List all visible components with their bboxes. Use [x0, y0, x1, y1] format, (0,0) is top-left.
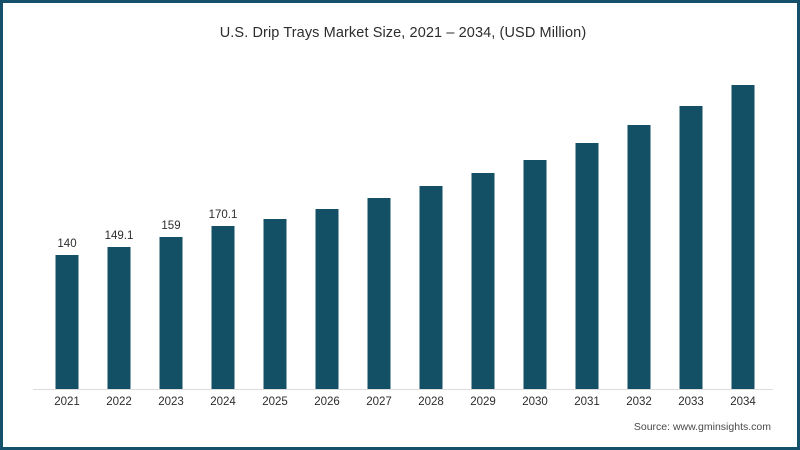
bar-2031[interactable]: [575, 142, 599, 390]
bar-2026[interactable]: [315, 209, 339, 390]
bar-2028[interactable]: [419, 186, 443, 390]
x-axis-label-2029: 2029: [470, 396, 496, 408]
x-axis-label-2030: 2030: [522, 396, 548, 408]
x-axis-label-2022: 2022: [106, 396, 132, 408]
bar-value-label-2023: 159: [161, 220, 181, 233]
x-axis-label-2025: 2025: [262, 396, 288, 408]
bar-slot: [561, 63, 613, 390]
bar-2021[interactable]: [55, 255, 79, 390]
bar-2033[interactable]: [679, 106, 703, 390]
x-axis-labels: 2021 2022 2023 2024 2025 2026 2027 2028 2029 2030…: [33, 396, 773, 416]
source-attribution: Source: www.gminsights.com: [633, 421, 771, 433]
x-axis-label-2031: 2031: [574, 396, 600, 408]
bar-2027[interactable]: [367, 197, 391, 390]
bar-slot: [353, 63, 405, 390]
x-axis-label-2026: 2026: [314, 396, 340, 408]
bar-2034[interactable]: [731, 85, 755, 390]
bar-slot: [509, 63, 561, 390]
bar-slot: [405, 63, 457, 390]
bar-2029[interactable]: [471, 172, 495, 390]
x-axis-label-2027: 2027: [366, 396, 392, 408]
bar-value-label-2021: 140: [57, 238, 77, 251]
bar-slot: 149.1: [93, 63, 145, 390]
bar-slot: [457, 63, 509, 390]
bar-2025[interactable]: [263, 218, 287, 390]
chart-title: U.S. Drip Trays Market Size, 2021 – 2034…: [219, 25, 587, 41]
x-axis-label-2023: 2023: [158, 396, 184, 408]
bar-slot: [665, 63, 717, 390]
bar-slot: 159: [145, 63, 197, 390]
bar-2023[interactable]: [159, 237, 183, 390]
bar-slot: [301, 63, 353, 390]
bar-slot: [249, 63, 301, 390]
bar-slot: [613, 63, 665, 390]
bar-value-label-2024: 170.1: [208, 209, 238, 222]
x-axis-baseline: [33, 389, 773, 390]
x-axis-label-2021: 2021: [54, 396, 80, 408]
x-axis-label-2032: 2032: [626, 396, 652, 408]
x-axis-label-2033: 2033: [678, 396, 704, 408]
bar-slot: 170.1: [197, 63, 249, 390]
x-axis-label-2024: 2024: [210, 396, 236, 408]
bar-2024[interactable]: [211, 226, 235, 390]
bar-slot: 140: [41, 63, 93, 390]
bar-2022[interactable]: [107, 246, 131, 390]
plot-area: 140 149.1 159 170.1: [33, 63, 773, 390]
bar-2030[interactable]: [523, 160, 547, 390]
x-axis-label-2034: 2034: [730, 396, 756, 408]
x-axis-label-2028: 2028: [418, 396, 444, 408]
bar-value-label-2022: 149.1: [104, 229, 134, 242]
bar-slot: [717, 63, 769, 390]
bar-2032[interactable]: [627, 124, 651, 390]
